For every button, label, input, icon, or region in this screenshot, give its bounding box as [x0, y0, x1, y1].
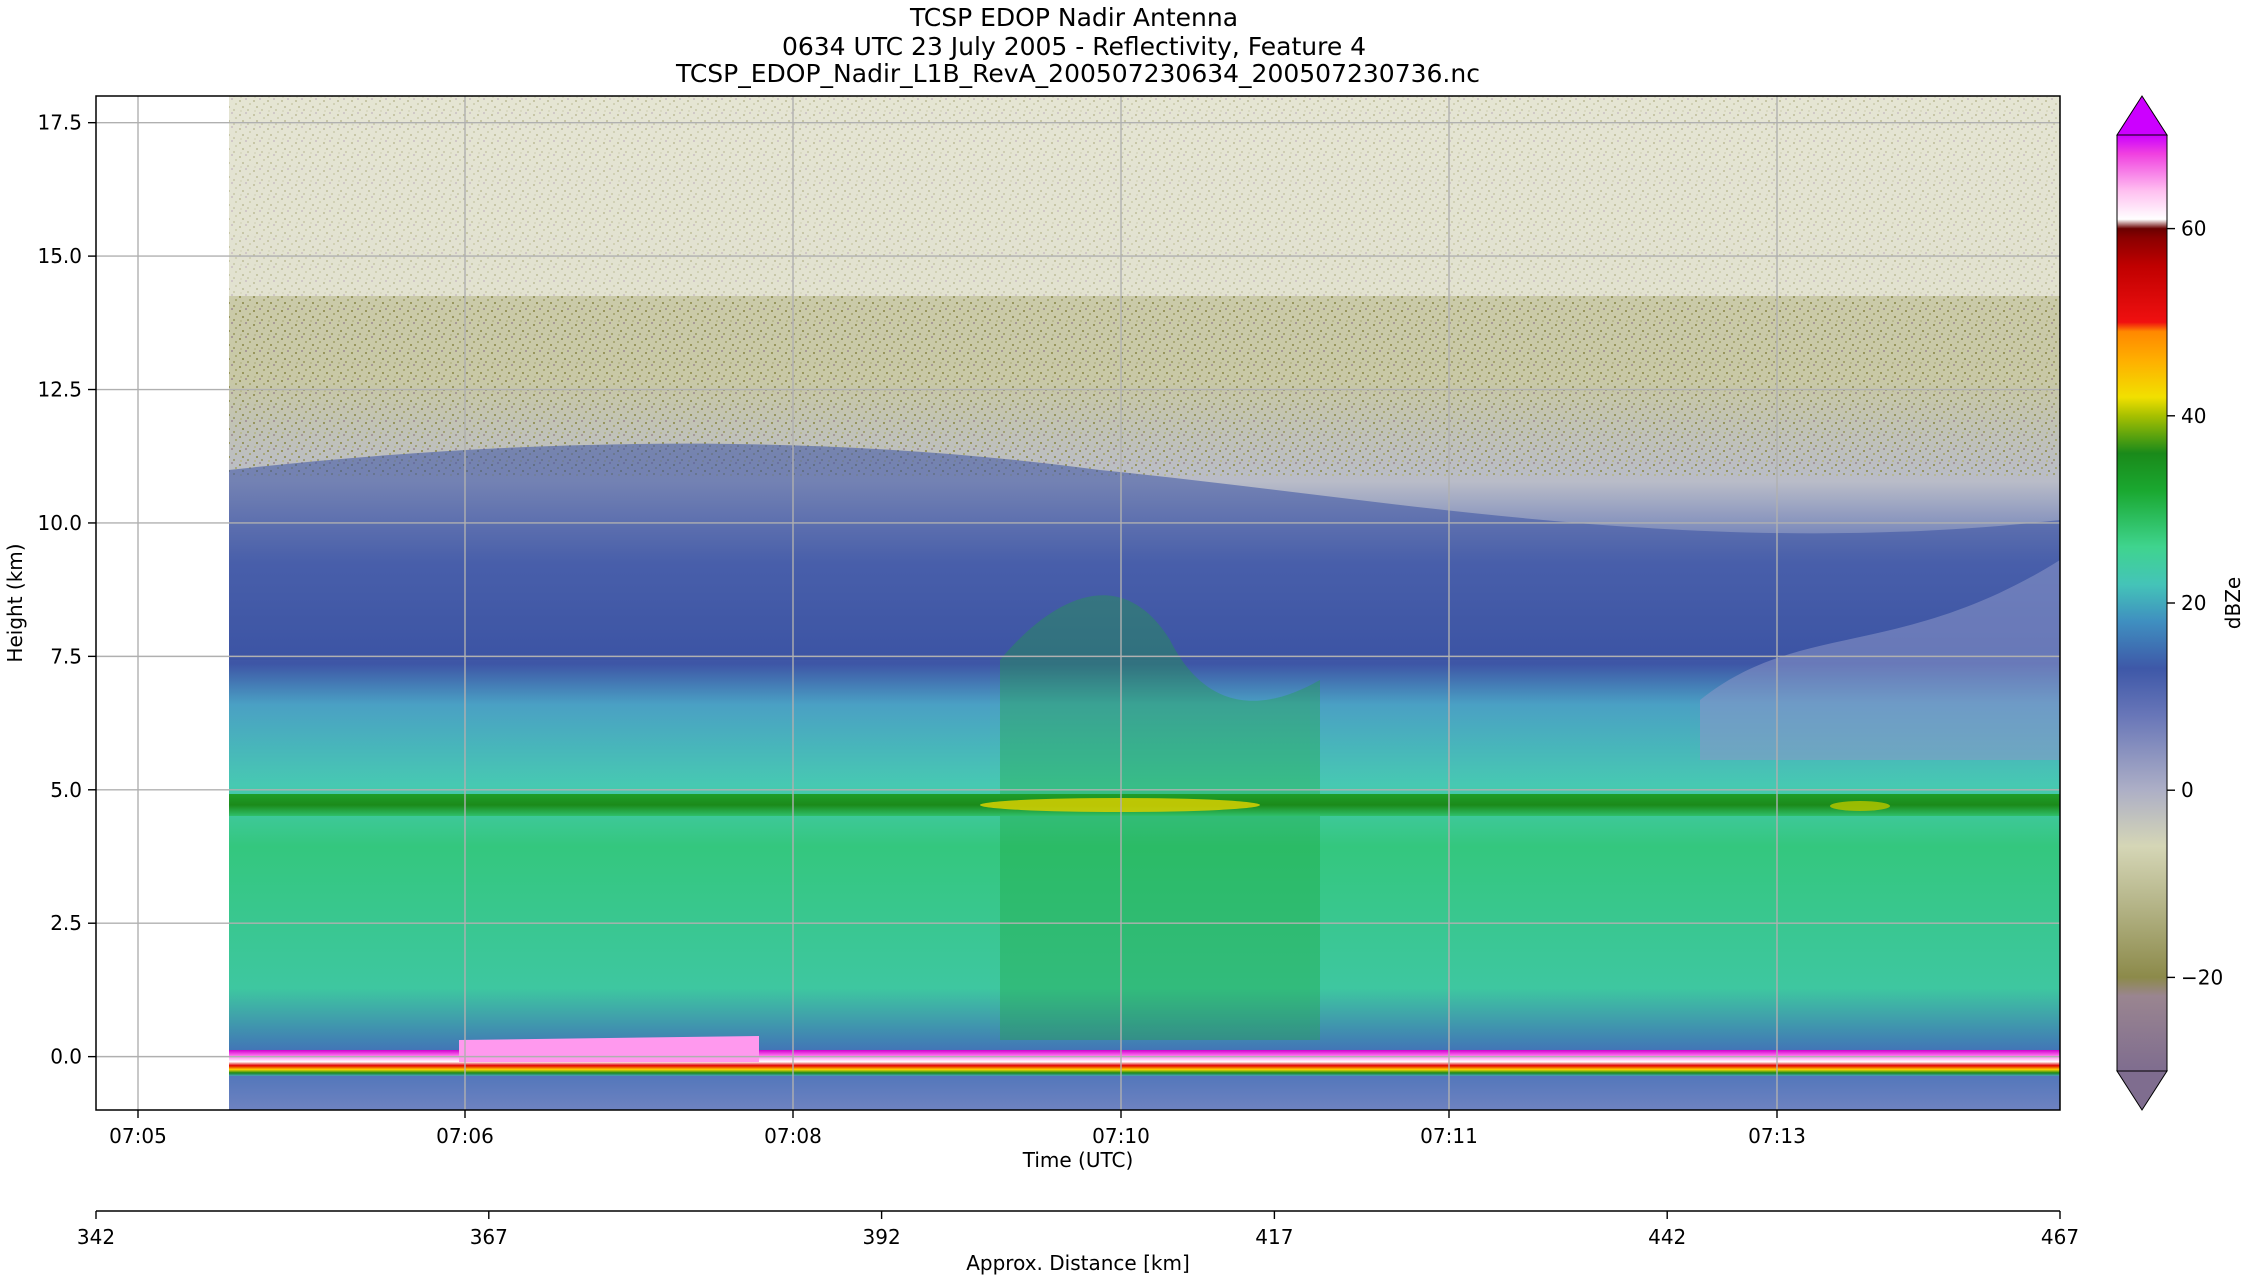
y-tick-label: 7.5	[50, 644, 82, 668]
y-tick-label: 5.0	[50, 778, 82, 802]
surface-return-bulge	[459, 1036, 759, 1062]
y-tick-label: 10.0	[37, 511, 82, 535]
secondary-tick-label: 367	[470, 1225, 508, 1249]
colorbar-tick-label: 60	[2181, 217, 2206, 241]
colorbar-bottom-extension	[2116, 1070, 2168, 1111]
secondary-tick-label: 467	[2041, 1225, 2079, 1249]
colorbar-tick-label: 20	[2181, 591, 2206, 615]
secondary-x-axis: 342 367 392 417 442 467	[77, 1211, 2079, 1249]
right-anvil-plume	[1700, 560, 2060, 760]
cloud-anvil	[229, 443, 2060, 660]
colorbar-top-extension	[2116, 95, 2168, 136]
gridlines	[96, 96, 2060, 1110]
plot-area	[96, 96, 2060, 1110]
secondary-axis-label: Approx. Distance [km]	[966, 1251, 1190, 1275]
colorbar-tick-label: −20	[2181, 965, 2223, 989]
x-tick-label: 07:08	[764, 1124, 822, 1148]
y-tick-label: 17.5	[37, 111, 82, 135]
secondary-tick-label: 442	[1648, 1225, 1686, 1249]
x-axis: 07:05 07:06 07:08 07:10 07:11 07:13	[109, 1110, 1806, 1148]
title-line-3: TCSP_EDOP_Nadir_L1B_RevA_200507230634_20…	[675, 59, 1480, 88]
plot-frame	[95, 95, 2061, 1111]
x-tick-label: 07:13	[1748, 1124, 1806, 1148]
x-tick-label: 07:05	[109, 1124, 167, 1148]
convective-core	[1000, 595, 1320, 1040]
x-tick-label: 07:11	[1420, 1124, 1478, 1148]
colorbar-label: dBZe	[2221, 577, 2245, 629]
x-tick-label: 07:06	[436, 1124, 494, 1148]
secondary-tick-label: 417	[1255, 1225, 1293, 1249]
colorbar-tick-label: 40	[2181, 404, 2206, 428]
colorbar-body	[2116, 134, 2168, 1072]
y-axis-label: Height (km)	[3, 543, 27, 662]
secondary-tick-label: 342	[77, 1225, 115, 1249]
x-tick-label: 07:10	[1092, 1124, 1150, 1148]
upper-noise-field	[229, 96, 2060, 476]
y-tick-label: 12.5	[37, 378, 82, 402]
colorbar: 60 40 20 0 −20 dBZe	[2116, 95, 2245, 1111]
secondary-tick-label: 392	[863, 1225, 901, 1249]
title-line-1: TCSP EDOP Nadir Antenna	[909, 3, 1238, 32]
chart-title: TCSP EDOP Nadir Antenna 0634 UTC 23 July…	[675, 3, 1480, 88]
upper-clear-fade	[229, 96, 2060, 296]
y-tick-label: 15.0	[37, 244, 82, 268]
melting-layer-peak-2	[1830, 801, 1890, 811]
title-line-2: 0634 UTC 23 July 2005 - Reflectivity, Fe…	[782, 32, 1366, 61]
x-axis-label: Time (UTC)	[1022, 1148, 1134, 1172]
y-tick-label: 2.5	[50, 911, 82, 935]
colorbar-ticks: 60 40 20 0 −20	[2167, 217, 2223, 989]
melting-layer-peak	[980, 798, 1260, 812]
colorbar-tick-label: 0	[2181, 778, 2194, 802]
y-tick-label: 0.0	[50, 1045, 82, 1069]
y-axis: 0.0 2.5 5.0 7.5 10.0 12.5 15.0 17.5	[37, 111, 96, 1069]
